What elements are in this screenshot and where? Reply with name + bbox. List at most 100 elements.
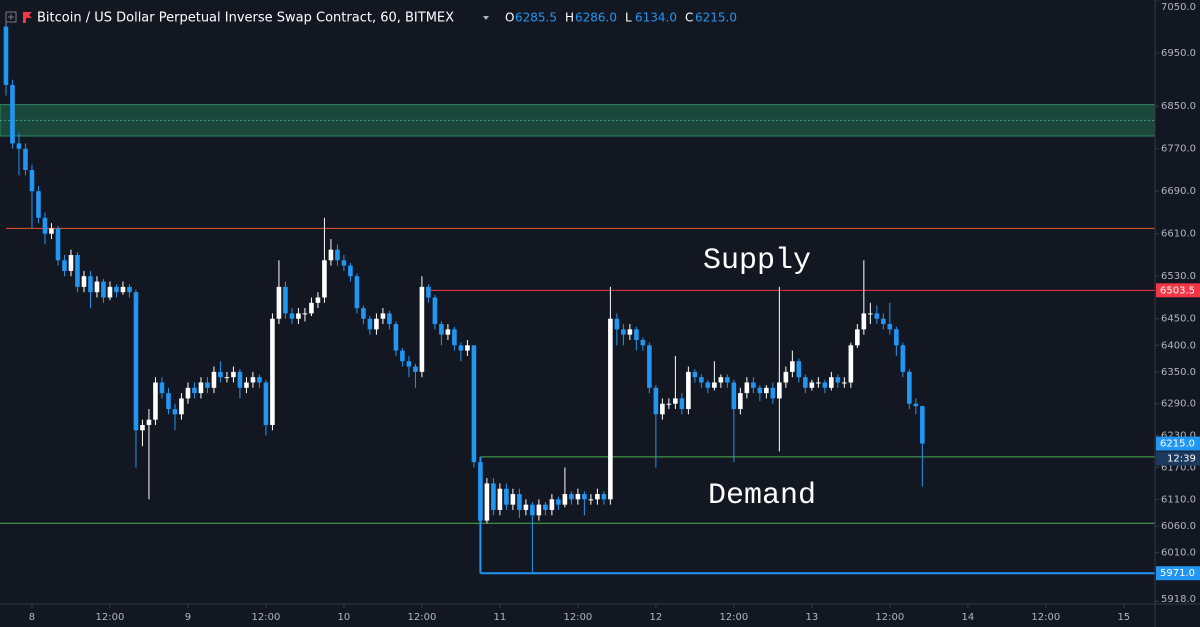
candle-body <box>510 494 516 505</box>
countdown: 12:39 <box>1167 454 1196 465</box>
candle-body <box>107 286 113 298</box>
y-tick-label: 6950.0 <box>1161 48 1196 59</box>
candle-body <box>835 377 841 383</box>
y-tick-label: 6530.0 <box>1161 271 1196 282</box>
candle-body <box>120 286 126 293</box>
x-tick-label: 10 <box>338 612 351 623</box>
candle-body <box>172 409 178 415</box>
x-tick-label: 12:00 <box>875 612 904 623</box>
candle-body <box>315 297 321 303</box>
ohlc-value: 6215.0 <box>695 11 737 25</box>
candle-body <box>276 286 282 319</box>
x-tick-label: 12:00 <box>408 612 437 623</box>
ohlc-key: C <box>685 11 693 25</box>
candle-body <box>666 403 672 405</box>
candle-body <box>920 406 925 444</box>
candle-body <box>478 462 483 521</box>
candle-body <box>55 228 61 261</box>
candle-body <box>114 286 119 293</box>
x-tick-label: 14 <box>961 612 974 623</box>
candle-body <box>673 398 678 404</box>
candle-body <box>575 494 581 500</box>
x-tick-label: 12:00 <box>96 612 125 623</box>
candle-body <box>803 377 808 388</box>
candle-body <box>406 361 412 367</box>
candle-body <box>523 504 529 510</box>
candle-body <box>692 371 698 378</box>
candle-body <box>484 483 490 521</box>
candle-body <box>848 345 854 383</box>
candle-body <box>393 324 399 351</box>
menu-icon[interactable] <box>5 11 17 23</box>
candle-body <box>699 377 704 383</box>
x-tick-label: 12:00 <box>1031 612 1060 623</box>
candle-body <box>887 324 893 330</box>
candle-body <box>783 371 789 383</box>
candle-body <box>133 292 139 431</box>
candle-body <box>270 318 275 425</box>
y-tick-label: 6610.0 <box>1161 229 1196 240</box>
price-label-box <box>1156 436 1200 451</box>
candle-body <box>725 377 730 383</box>
candle-body <box>744 382 750 394</box>
candle-body <box>608 318 613 500</box>
candle-body <box>3 26 9 85</box>
candle-body <box>705 382 711 388</box>
candle-body <box>322 260 327 298</box>
ohlc-key: O <box>505 11 514 25</box>
candle-body <box>88 276 93 293</box>
candle-body <box>166 393 171 410</box>
y-tick-label: 6690.0 <box>1161 186 1196 197</box>
candle-body <box>556 499 561 505</box>
candle-body <box>380 313 386 319</box>
candle-body <box>185 387 191 399</box>
candle-body <box>757 387 763 394</box>
ohlc-value: 6134.0 <box>635 11 677 25</box>
candle-body <box>205 382 210 388</box>
candle-body <box>874 313 880 319</box>
candle-body <box>426 286 431 298</box>
candle-body <box>647 345 652 388</box>
candle-body <box>894 329 899 346</box>
candle-body <box>816 382 821 384</box>
y-tick-label: 6170.0 <box>1161 462 1196 473</box>
candle-body <box>62 260 67 271</box>
candle-body <box>231 371 236 378</box>
candle-body <box>374 318 379 330</box>
candle-body <box>751 382 756 388</box>
candle-body <box>855 329 860 346</box>
candle-body <box>146 419 152 425</box>
candle-body <box>718 377 724 383</box>
candle-body <box>101 281 106 298</box>
candle-body <box>653 387 659 415</box>
candle-body <box>94 281 100 293</box>
price-label-box <box>1156 283 1200 298</box>
candle-body <box>497 488 503 510</box>
candle-body <box>341 260 347 266</box>
candle-body <box>504 488 509 505</box>
candle-body <box>250 377 256 383</box>
candle-body <box>23 148 28 170</box>
dropdown-icon[interactable] <box>483 16 489 20</box>
candle-body <box>419 286 425 372</box>
candle-body <box>790 361 795 372</box>
ohlc-key: H <box>565 11 574 25</box>
candle-body <box>16 143 22 149</box>
price-label-box <box>1156 566 1200 581</box>
candle-body <box>458 345 464 351</box>
y-tick-label: 5918.0 <box>1161 594 1196 605</box>
candle-body <box>777 382 782 399</box>
candle-body <box>712 382 717 388</box>
y-tick-label: 6060.0 <box>1161 521 1196 532</box>
x-tick-label: 8 <box>29 612 35 623</box>
y-tick-label: 6400.0 <box>1161 340 1196 351</box>
candle-body <box>562 494 568 505</box>
candle-body <box>621 329 626 335</box>
candle-body <box>679 398 685 410</box>
candle-body <box>822 382 828 388</box>
y-tick-label: 6350.0 <box>1161 367 1196 378</box>
candle-body <box>809 382 815 388</box>
candle-body <box>731 382 737 410</box>
y-tick-label: 7050.0 <box>1161 2 1196 13</box>
